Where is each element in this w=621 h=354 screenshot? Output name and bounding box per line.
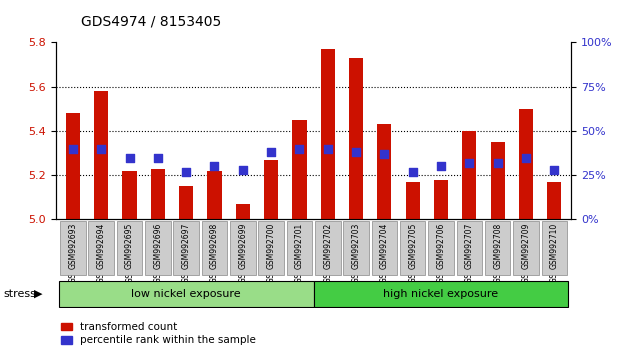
Bar [547,182,561,219]
Text: GSM992695: GSM992695 [125,222,134,269]
FancyBboxPatch shape [59,281,314,307]
Bar [236,204,250,219]
Bar [292,120,307,219]
FancyBboxPatch shape [485,221,510,275]
FancyBboxPatch shape [88,221,114,275]
Point [294,146,304,152]
Bar [491,142,505,219]
Legend: transformed count, percentile rank within the sample: transformed count, percentile rank withi… [61,322,256,345]
FancyBboxPatch shape [343,221,369,275]
Text: ▶: ▶ [34,289,43,299]
Point [408,169,418,175]
Text: GSM992705: GSM992705 [408,222,417,269]
Text: GSM992701: GSM992701 [295,222,304,269]
Point [238,167,248,173]
Bar [378,124,391,219]
Bar [151,169,165,219]
Text: GSM992706: GSM992706 [437,222,445,269]
Point [436,164,446,169]
Point [323,146,333,152]
Text: GSM992699: GSM992699 [238,222,247,269]
Point [492,160,502,166]
FancyBboxPatch shape [456,221,482,275]
Bar [264,160,278,219]
Point [209,164,219,169]
Text: GSM992700: GSM992700 [266,222,276,269]
Bar [434,180,448,219]
Point [379,151,389,157]
FancyBboxPatch shape [117,221,142,275]
Bar [406,182,420,219]
Text: GSM992704: GSM992704 [380,222,389,269]
Bar [122,171,137,219]
FancyBboxPatch shape [60,221,86,275]
Point [181,169,191,175]
FancyBboxPatch shape [400,221,425,275]
Text: GSM992709: GSM992709 [522,222,530,269]
FancyBboxPatch shape [542,221,567,275]
Point [521,155,531,160]
Text: GSM992708: GSM992708 [493,222,502,269]
Text: GSM992702: GSM992702 [324,222,332,269]
Bar [349,58,363,219]
Text: GSM992693: GSM992693 [68,222,78,269]
FancyBboxPatch shape [314,281,568,307]
Text: GSM992703: GSM992703 [351,222,361,269]
Text: GSM992697: GSM992697 [182,222,191,269]
Text: GSM992710: GSM992710 [550,222,559,269]
FancyBboxPatch shape [173,221,199,275]
FancyBboxPatch shape [287,221,312,275]
Point [351,149,361,155]
Point [153,155,163,160]
Text: GSM992707: GSM992707 [465,222,474,269]
Point [125,155,135,160]
Point [550,167,560,173]
FancyBboxPatch shape [315,221,340,275]
Bar [66,113,80,219]
Bar [207,171,222,219]
Point [68,146,78,152]
Bar [179,186,193,219]
Bar [519,109,533,219]
Text: stress: stress [3,289,36,299]
Point [96,146,106,152]
FancyBboxPatch shape [230,221,256,275]
Bar [94,91,108,219]
Text: high nickel exposure: high nickel exposure [384,289,499,299]
Text: GSM992694: GSM992694 [97,222,106,269]
FancyBboxPatch shape [371,221,397,275]
Bar [462,131,476,219]
Text: GDS4974 / 8153405: GDS4974 / 8153405 [81,14,221,28]
Text: GSM992696: GSM992696 [153,222,162,269]
Text: low nickel exposure: low nickel exposure [132,289,241,299]
Text: GSM992698: GSM992698 [210,222,219,269]
FancyBboxPatch shape [514,221,539,275]
FancyBboxPatch shape [428,221,454,275]
Point [465,160,474,166]
FancyBboxPatch shape [258,221,284,275]
FancyBboxPatch shape [202,221,227,275]
Bar [320,49,335,219]
FancyBboxPatch shape [145,221,171,275]
Point [266,149,276,155]
